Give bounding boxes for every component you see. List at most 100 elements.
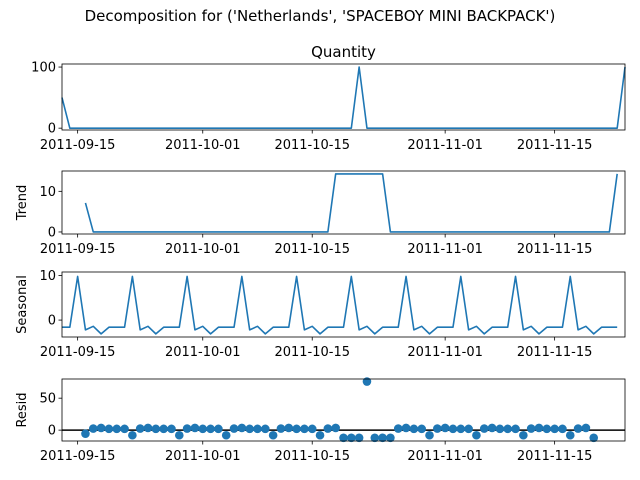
- quantity-xtick-label-4: 2011-11-15: [517, 138, 593, 153]
- quantity-series-line: [61, 66, 626, 129]
- resid-point-39: [386, 433, 395, 443]
- panel-resid: 0 50 2011-09-15 2011-10-01 2011-10-15 2011-11…: [15, 377, 626, 464]
- resid-point-2: [96, 423, 106, 433]
- resid-point-49: [464, 424, 473, 434]
- resid-point-25: [276, 424, 286, 433]
- resid-point-30: [315, 430, 325, 440]
- resid-point-29: [307, 424, 317, 434]
- resid-point-57: [526, 424, 536, 433]
- seasonal-axes-frame: [61, 271, 626, 338]
- resid-point-50: [472, 430, 481, 440]
- resid-point-65: [589, 433, 599, 443]
- resid-point-18: [221, 430, 231, 440]
- resid-point-64: [581, 423, 591, 433]
- trend-xtick-label-2: 2011-10-15: [274, 242, 350, 257]
- resid-point-1: [88, 424, 98, 433]
- resid-point-42: [409, 424, 419, 434]
- resid-point-27: [292, 424, 301, 434]
- trend-xtick-label-1: 2011-10-01: [165, 242, 241, 257]
- quantity-title: Quantity: [311, 43, 376, 61]
- resid-point-62: [565, 430, 575, 440]
- resid-xtick-label-2: 2011-10-15: [274, 449, 350, 464]
- quantity-xtick-label-1: 2011-10-01: [165, 138, 241, 153]
- resid-point-36: [362, 377, 372, 386]
- resid-point-59: [542, 424, 552, 434]
- seasonal-xtick-label-2: 2011-10-15: [274, 345, 350, 360]
- resid-point-22: [253, 424, 262, 434]
- seasonal-xtick-label-1: 2011-10-01: [165, 345, 241, 360]
- resid-xtick-label-1: 2011-10-01: [165, 449, 241, 464]
- panel-trend: 0 10 2011-09-15 2011-10-01 2011-10-15 2011-11…: [15, 170, 626, 257]
- resid-point-3: [104, 424, 114, 434]
- resid-point-44: [425, 430, 434, 440]
- trend-xtick-label-0: 2011-09-15: [40, 242, 116, 257]
- seasonal-xtick-label-3: 2011-11-01: [407, 345, 483, 360]
- resid-point-47: [448, 424, 458, 434]
- resid-point-11: [167, 424, 176, 434]
- resid-xtick-label-4: 2011-11-15: [517, 449, 593, 464]
- seasonal-ytick-label-0: 0: [48, 314, 56, 329]
- trend-ylabel: Trend: [15, 185, 30, 222]
- resid-point-35: [354, 433, 364, 443]
- seasonal-ytick-label-1: 10: [39, 269, 56, 284]
- seasonal-series-line: [62, 275, 618, 335]
- seasonal-xtick-label-4: 2011-11-15: [517, 345, 593, 360]
- resid-point-63: [573, 424, 583, 433]
- resid-point-0: [81, 429, 90, 438]
- resid-point-24: [268, 430, 278, 440]
- trend-xtick-label-4: 2011-11-15: [517, 242, 593, 257]
- resid-point-21: [245, 424, 254, 434]
- quantity-ytick-label-0: 0: [48, 122, 56, 137]
- trend-axes-frame: [61, 170, 626, 235]
- resid-point-14: [190, 423, 200, 433]
- resid-point-55: [511, 424, 520, 434]
- resid-point-20: [237, 423, 247, 433]
- seasonal-ylabel: Seasonal: [15, 275, 30, 334]
- resid-point-54: [503, 424, 513, 434]
- resid-point-15: [198, 424, 208, 434]
- quantity-xtick-label-2: 2011-10-15: [274, 138, 350, 153]
- figure-suptitle: Decomposition for ('Netherlands', 'SPACE…: [85, 7, 556, 25]
- panel-seasonal: 0 10 2011-09-15 2011-10-01 2011-10-15 2011-11…: [15, 269, 626, 360]
- resid-point-8: [143, 423, 153, 433]
- trend-ytick-label-0: 0: [48, 225, 56, 240]
- resid-point-60: [550, 424, 559, 434]
- resid-axes-frame: [61, 378, 626, 442]
- resid-point-7: [135, 424, 145, 433]
- resid-point-17: [214, 424, 223, 434]
- resid-point-43: [417, 424, 426, 434]
- resid-point-4: [112, 424, 122, 434]
- resid-point-41: [401, 423, 411, 433]
- resid-point-19: [229, 424, 239, 433]
- quantity-xtick-label-3: 2011-11-01: [407, 138, 483, 153]
- trend-xtick-label-3: 2011-11-01: [407, 242, 483, 257]
- trend-series-line: [84, 173, 618, 233]
- resid-point-38: [378, 433, 387, 443]
- resid-point-23: [261, 424, 270, 434]
- resid-point-16: [206, 424, 215, 434]
- resid-point-52: [487, 423, 497, 433]
- quantity-xtick-label-0: 2011-09-15: [40, 138, 116, 153]
- resid-point-53: [495, 424, 505, 434]
- resid-point-26: [284, 423, 294, 433]
- resid-point-34: [347, 433, 356, 443]
- resid-point-46: [440, 423, 450, 433]
- seasonal-xtick-label-0: 2011-09-15: [40, 345, 116, 360]
- resid-ytick-label-1: 50: [39, 392, 56, 407]
- resid-point-32: [331, 423, 340, 433]
- resid-xtick-label-0: 2011-09-15: [40, 449, 116, 464]
- resid-point-13: [182, 424, 192, 433]
- resid-point-6: [128, 430, 137, 440]
- resid-ylabel: Resid: [15, 392, 30, 427]
- trend-ytick-label-1: 10: [39, 185, 56, 200]
- resid-point-12: [174, 430, 184, 440]
- panel-quantity: 0 100 2011-09-15 2011-10-01 2011-10-15 2011-1…: [31, 43, 626, 153]
- resid-point-48: [456, 424, 466, 434]
- resid-point-58: [534, 423, 544, 433]
- resid-point-28: [300, 424, 309, 434]
- resid-point-37: [370, 433, 380, 443]
- resid-point-31: [323, 424, 333, 433]
